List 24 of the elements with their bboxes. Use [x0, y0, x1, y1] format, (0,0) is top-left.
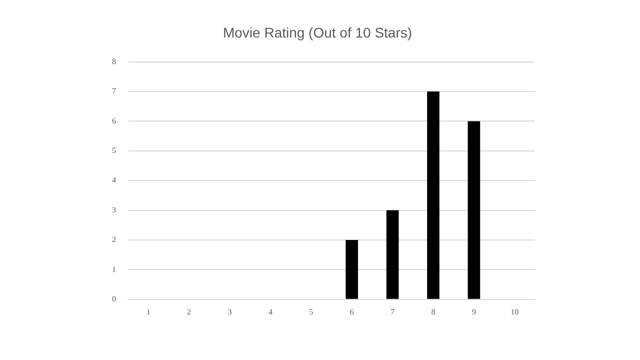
x-tick-label: 9: [472, 307, 476, 316]
y-tick-label: 6: [112, 116, 116, 126]
bar: [468, 121, 480, 299]
y-tick-label: 4: [112, 176, 116, 185]
x-tick-label: 4: [268, 307, 272, 316]
x-tick-label: 7: [390, 307, 395, 316]
x-tick-label: 8: [431, 307, 436, 316]
x-tick-label: 1: [146, 307, 150, 316]
y-tick-label: 1: [112, 264, 116, 274]
x-tick-label: 2: [187, 307, 192, 316]
y-tick-label: 8: [112, 56, 116, 66]
y-tick-label: 7: [112, 86, 116, 96]
x-tick-label: 3: [228, 307, 232, 316]
y-tick-label: 5: [112, 146, 116, 155]
y-tick-label: 0: [112, 294, 116, 304]
bar: [386, 210, 399, 299]
chart-title: Movie Rating (Out of 10 Stars): [222, 24, 412, 40]
x-tick-label: 6: [350, 307, 354, 316]
y-tick-label: 2: [112, 235, 116, 244]
y-tick-label: 3: [112, 205, 116, 214]
bar: [346, 240, 358, 299]
x-tick-label: 10: [510, 307, 519, 316]
x-tick-label: 5: [309, 307, 314, 316]
bar: [427, 92, 440, 299]
